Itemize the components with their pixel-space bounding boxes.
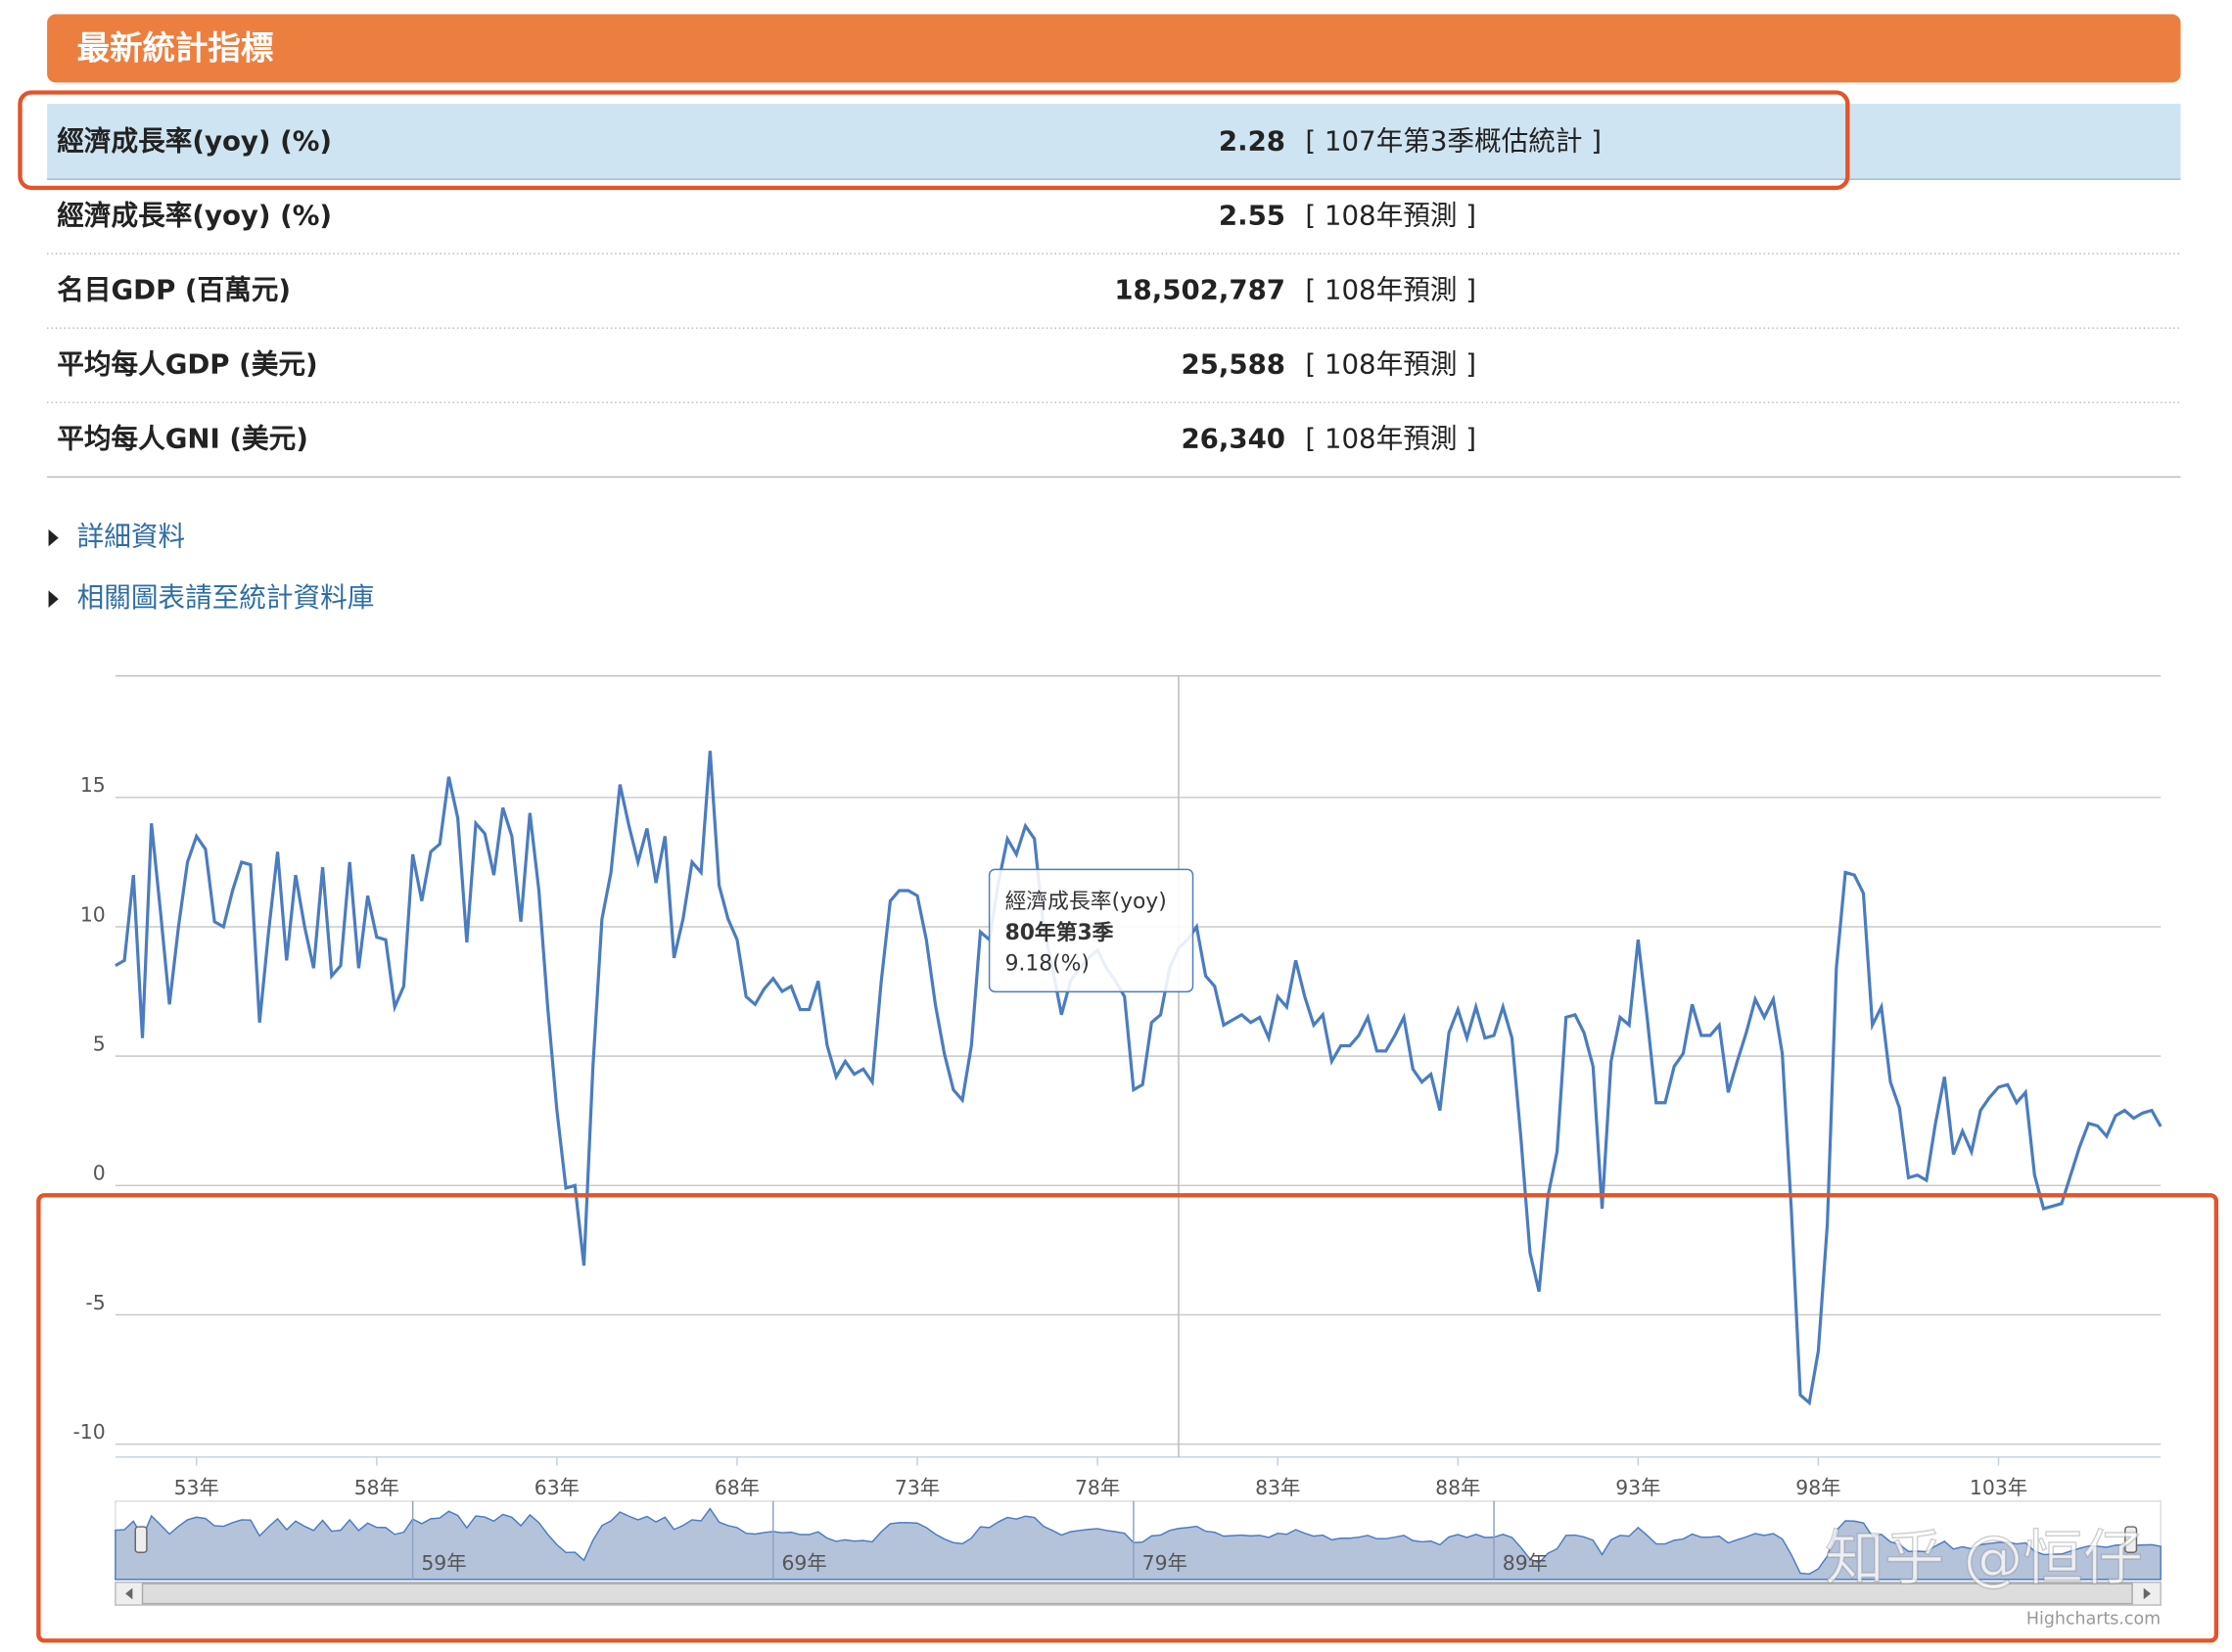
row-label: 平均每人GNI (美元) [57, 423, 308, 455]
x-tick-label: 73年 [895, 1476, 940, 1499]
row-note: [ 107年第3季概估統計 ] [1305, 124, 1602, 157]
y-tick-label: -5 [85, 1291, 105, 1314]
watermark: 知乎 @恒仔 [1825, 1524, 2143, 1593]
row-value: 26,340 [1181, 423, 1285, 455]
row-note: [ 108年預測 ] [1305, 423, 1476, 455]
highlight-box [36, 1193, 2219, 1643]
header-bar [47, 14, 2181, 83]
x-tick-label: 63年 [535, 1476, 580, 1499]
header-title: 最新統計指標 [77, 28, 274, 67]
link[interactable]: 相關圖表請至統計資料庫 [77, 581, 375, 614]
row-note: [ 108年預測 ] [1305, 348, 1476, 381]
navigator-tick-label: 69年 [782, 1551, 827, 1575]
stats-table: 經濟成長率(yoy) (%) 2.28 [ 107年第3季概估統計 ] 經濟成長率(y… [47, 104, 2181, 479]
row-note: [ 108年預測 ] [1305, 273, 1476, 305]
tooltip: 經濟成長率(yoy) 80年第3季 9.18(%) [988, 868, 1194, 993]
tooltip-title: 80年第3季 [1005, 920, 1114, 945]
scrollbar-right[interactable] [2143, 1587, 2151, 1600]
x-tick-label: 93年 [1615, 1476, 1660, 1499]
navigator-tick-label: 59年 [421, 1551, 466, 1575]
y-tick-label: 0 [93, 1162, 106, 1185]
navigator-handle[interactable] [134, 1526, 148, 1553]
credit: Highcharts.com [2026, 1610, 2161, 1629]
expand-arrow [48, 590, 59, 608]
x-tick-label: 83年 [1255, 1476, 1300, 1499]
x-tick-label: 78年 [1075, 1476, 1120, 1499]
row-label: 名目GDP (百萬元) [57, 273, 291, 305]
x-tick-label: 68年 [715, 1476, 760, 1499]
y-tick-label: 5 [93, 1032, 106, 1056]
tooltip-series: 經濟成長率(yoy) [1005, 890, 1167, 914]
scrollbar-left[interactable] [125, 1587, 133, 1600]
row-label: 平均每人GDP (美元) [57, 348, 317, 381]
tooltip-box [988, 868, 1194, 993]
row-value: 18,502,787 [1114, 273, 1285, 305]
row-value: 25,588 [1181, 348, 1285, 381]
x-tick-label: 58年 [354, 1476, 399, 1499]
expand-arrow [48, 528, 59, 547]
row-value: 2.55 [1219, 199, 1285, 231]
navigator-handle[interactable] [2124, 1526, 2138, 1553]
row-note: [ 108年預測 ] [1305, 199, 1476, 231]
link[interactable]: 詳細資料 [77, 521, 185, 553]
navigator-tick-label: 79年 [1142, 1551, 1187, 1575]
series-line [115, 751, 2162, 1406]
y-tick-label: -10 [72, 1420, 105, 1444]
x-tick-label: 53年 [174, 1476, 219, 1499]
row-value: 2.28 [1219, 124, 1285, 157]
row-highlight [47, 104, 2181, 180]
chart: -10 -5 0 5 10 15 53年 58年 63年 68年 73年 78年 83年 88年 93年 98… [72, 674, 2162, 1629]
navigator-tick-label: 89年 [1503, 1551, 1548, 1575]
x-tick-label: 88年 [1435, 1476, 1480, 1499]
highlight-box [18, 90, 1850, 191]
row-label: 經濟成長率(yoy) (%) [57, 199, 332, 231]
x-tick-label: 103年 [1970, 1476, 2027, 1499]
y-tick-label: 10 [80, 902, 106, 926]
navigator-area [115, 1507, 2162, 1581]
x-tick-label: 98年 [1795, 1476, 1840, 1499]
row-label: 經濟成長率(yoy) (%) [57, 124, 332, 157]
scrollbar-thumb[interactable] [141, 1583, 2133, 1605]
tooltip-value: 9.18(%) [1005, 952, 1090, 977]
y-tick-label: 15 [80, 773, 106, 797]
